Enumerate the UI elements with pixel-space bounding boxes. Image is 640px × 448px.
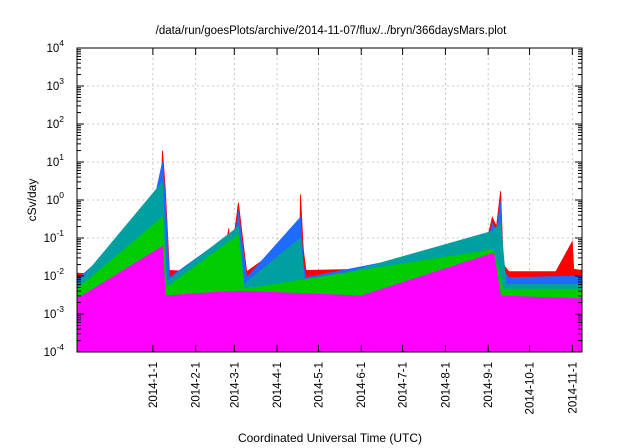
- y-tick-label: 100: [46, 190, 64, 207]
- y-axis-label: cSv/day: [25, 179, 39, 222]
- chart-title: /data/run/goesPlots/archive/2014-11-07/f…: [156, 25, 508, 37]
- y-tick-label: 104: [46, 38, 64, 55]
- x-tick-label: 2014-9-1: [483, 362, 495, 408]
- series-layer: [76, 150, 583, 353]
- y-tick-label: 10-4: [44, 342, 65, 359]
- y-tick-label: 10-2: [44, 266, 65, 283]
- x-tick-label: 2014-8-1: [440, 362, 452, 408]
- y-tick-label: 102: [46, 114, 64, 131]
- x-tick-label: 2014-2-1: [191, 362, 203, 408]
- y-tick-label: 10-3: [44, 304, 65, 321]
- x-tick-label: 2014-11-1: [567, 362, 579, 414]
- x-axis: 2014-1-1 2014-2-1 2014-3-1 2014-4-1 2014-5-1…: [148, 48, 579, 414]
- x-axis-label: Coordinated Universal Time (UTC): [238, 431, 422, 445]
- series-4-area: [76, 245, 583, 353]
- x-tick-label: 2014-6-1: [356, 362, 368, 408]
- y-tick-label: 101: [46, 152, 64, 169]
- x-tick-label: 2014-5-1: [313, 362, 325, 408]
- x-tick-label: 2014-4-1: [272, 362, 284, 408]
- y-tick-label: 103: [46, 76, 64, 93]
- x-tick-label: 2014-10-1: [525, 362, 537, 414]
- x-tick-label: 2014-1-1: [148, 362, 160, 408]
- x-tick-label: 2014-7-1: [398, 362, 410, 408]
- y-tick-label: 10-1: [44, 228, 65, 245]
- x-tick-label: 2014-3-1: [229, 362, 241, 408]
